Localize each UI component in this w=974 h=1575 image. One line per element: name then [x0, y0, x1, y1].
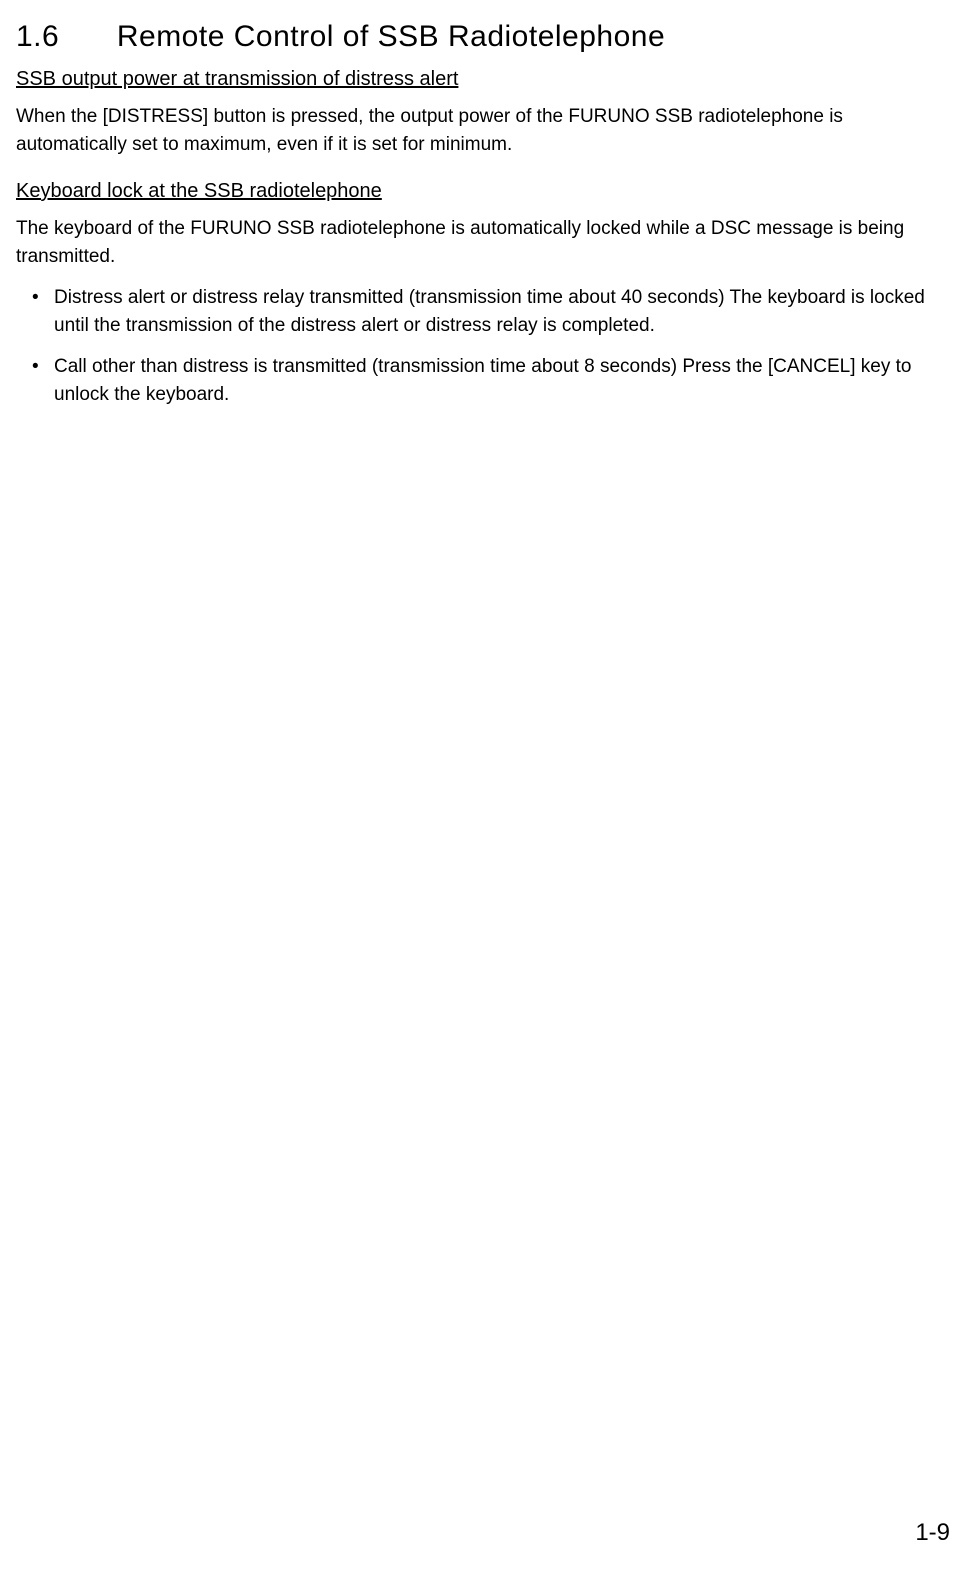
subsection-1-body: When the [DISTRESS] button is pressed, t… — [16, 103, 958, 158]
subsection-2-heading: Keyboard lock at the SSB radiotelephone — [16, 180, 958, 203]
bullet-list: Distress alert or distress relay transmi… — [16, 284, 958, 408]
page-number: 1-9 — [915, 1519, 950, 1547]
section-title-text: Remote Control of SSB Radiotelephone — [117, 20, 665, 53]
subsection-1-heading: SSB output power at transmission of dist… — [16, 68, 958, 91]
document-page: 1.6 Remote Control of SSB Radiotelephone… — [0, 0, 974, 1575]
section-heading: 1.6 Remote Control of SSB Radiotelephone — [16, 20, 958, 54]
section-number: 1.6 — [16, 20, 108, 54]
list-item: Distress alert or distress relay transmi… — [32, 284, 958, 339]
list-item: Call other than distress is transmitted … — [32, 353, 958, 408]
subsection-2-body: The keyboard of the FURUNO SSB radiotele… — [16, 215, 958, 270]
